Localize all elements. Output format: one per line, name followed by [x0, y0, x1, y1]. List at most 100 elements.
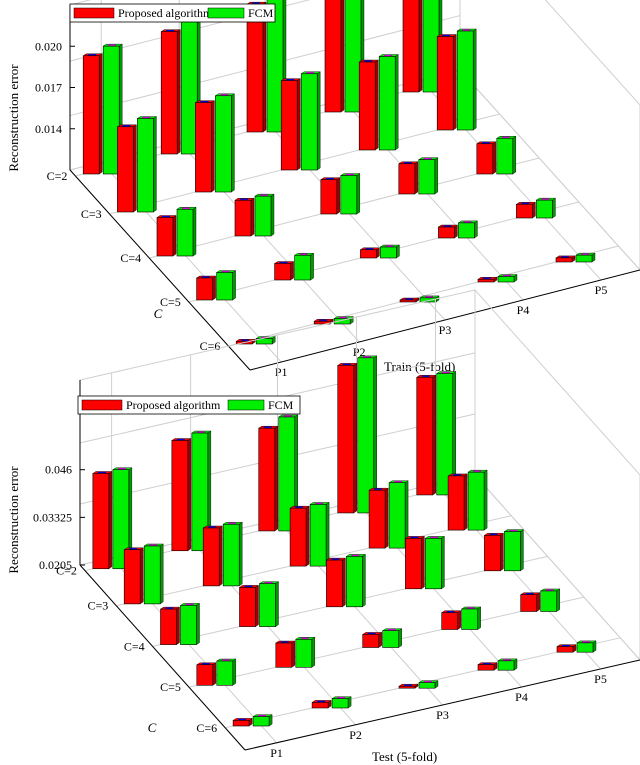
- bar-side: [477, 606, 481, 630]
- bar-fcm: [259, 583, 276, 627]
- bar-side: [317, 71, 321, 171]
- x-tick-label: P2: [349, 728, 362, 742]
- x-tick-label: P4: [515, 690, 528, 704]
- bar-side: [463, 473, 468, 531]
- bar-side: [172, 215, 177, 257]
- y-axis: [69, 169, 251, 371]
- bar-proposed: [556, 646, 574, 653]
- bar-side: [356, 173, 360, 215]
- bar-fcm: [496, 137, 514, 175]
- bar-proposed: [117, 126, 134, 213]
- z-axis-title: Reconstruction error: [6, 64, 21, 172]
- bar-fcm: [102, 45, 120, 175]
- bar-side: [434, 157, 438, 195]
- bar-side: [218, 525, 223, 587]
- z-tick-label: 0.014: [35, 122, 62, 136]
- bar-side: [520, 529, 524, 572]
- bar-proposed: [441, 612, 459, 630]
- bar-fcm: [497, 660, 515, 671]
- bar-proposed: [160, 608, 177, 645]
- c-tick-label: C=4: [120, 251, 141, 265]
- bar-proposed: [196, 277, 213, 301]
- y-axis: [79, 564, 246, 751]
- bar-side: [473, 28, 477, 131]
- legend: Proposed algorithm FCM: [77, 395, 301, 415]
- bar-side: [441, 535, 445, 590]
- bar-proposed: [326, 559, 343, 608]
- bar-fcm: [536, 199, 553, 219]
- bar-side: [232, 270, 236, 301]
- bar-side: [297, 78, 301, 171]
- bar-fcm: [254, 195, 272, 237]
- bar-side: [457, 610, 461, 630]
- bar-side: [421, 535, 425, 590]
- bar-proposed: [402, 0, 420, 93]
- bar-side: [311, 636, 315, 668]
- bar-proposed: [123, 549, 141, 605]
- bar-proposed: [360, 249, 377, 259]
- train-chart: 0.014 0.017 0.020 Reconstruction error C=2 C=…: [6, 0, 640, 379]
- x-tick-label: P1: [270, 746, 283, 760]
- bar-side: [418, 0, 423, 93]
- bar-fcm: [418, 682, 436, 689]
- x-axis: [249, 269, 640, 371]
- bar-proposed: [258, 427, 276, 532]
- bar-side: [454, 224, 458, 239]
- bar-proposed: [275, 642, 293, 668]
- legend-swatch-fcm: [227, 399, 265, 411]
- bar-proposed: [239, 587, 256, 627]
- bar-fcm: [340, 175, 358, 215]
- bar-proposed: [92, 473, 110, 570]
- bar-fcm: [137, 118, 154, 213]
- c-tick-label: C=6: [196, 721, 217, 735]
- bar-side: [139, 547, 144, 605]
- bar-proposed: [160, 31, 178, 155]
- bar-fcm: [191, 432, 209, 552]
- bar-fcm: [252, 716, 270, 727]
- bar-fcm: [295, 638, 313, 668]
- bar-side: [310, 252, 314, 281]
- legend-label-fcm: FCM: [248, 6, 274, 20]
- bar-side: [231, 93, 235, 193]
- legend-label-proposed: Proposed algorithm: [126, 398, 221, 412]
- bar-proposed: [82, 55, 100, 175]
- x-axis-title: Train (5-fold): [384, 359, 455, 374]
- z-tick-label: 0.0205: [39, 558, 72, 572]
- bar-fcm: [458, 222, 475, 239]
- bar-fcm: [112, 469, 130, 570]
- x-tick-label: P3: [436, 708, 449, 722]
- bar-proposed: [232, 720, 250, 727]
- bar-proposed: [234, 199, 252, 237]
- legend-swatch-proposed: [73, 7, 115, 19]
- bar-fcm: [425, 538, 442, 590]
- bar-side: [474, 220, 478, 239]
- bar-fcm: [180, 17, 198, 155]
- bar-fcm: [333, 318, 351, 325]
- side-wall: [474, 288, 640, 661]
- bar-side: [255, 584, 259, 627]
- bar-fcm: [456, 30, 474, 131]
- bar-proposed: [320, 179, 338, 215]
- bar-fcm: [540, 590, 558, 612]
- bar-proposed: [280, 80, 298, 171]
- bar-proposed: [358, 61, 376, 151]
- legend-swatch-fcm: [207, 7, 245, 19]
- bar-fcm: [216, 272, 233, 301]
- bar-side: [512, 135, 516, 175]
- c-tick-label: C=2: [47, 169, 68, 183]
- bar-side: [290, 261, 294, 281]
- bar-proposed: [246, 3, 264, 133]
- legend-swatch-proposed: [81, 399, 123, 411]
- bar-side: [325, 502, 330, 567]
- bar-fcm: [346, 556, 363, 608]
- c-axis-title: C: [148, 720, 157, 735]
- bar-proposed: [324, 0, 342, 113]
- bar-proposed: [520, 594, 538, 612]
- bar-side: [192, 206, 197, 257]
- bar-fcm: [309, 504, 327, 567]
- bar-fcm: [576, 642, 594, 653]
- bar-proposed: [416, 376, 434, 496]
- bar-side: [340, 0, 345, 113]
- bar-side: [196, 602, 200, 645]
- bar-fcm: [461, 608, 479, 630]
